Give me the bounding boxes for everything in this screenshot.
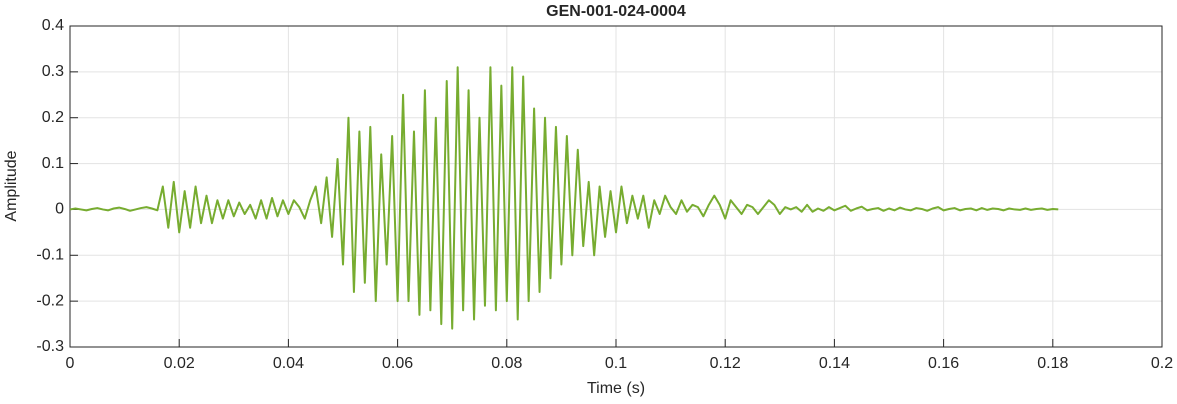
y-tick-label: -0.3	[36, 338, 64, 355]
x-axis-label: Time (s)	[587, 380, 645, 397]
y-axis-label: Amplitude	[3, 150, 20, 221]
y-tick-label: -0.1	[36, 247, 64, 264]
x-tick-label: 0.12	[710, 355, 741, 372]
y-tick-label: 0.3	[42, 63, 64, 80]
x-tick-label: 0.08	[491, 355, 522, 372]
x-tick-label: 0.1	[605, 355, 627, 372]
x-tick-label: 0.06	[382, 355, 413, 372]
x-tick-label: 0	[66, 355, 75, 372]
x-tick-label: 0.16	[928, 355, 959, 372]
y-tick-label: 0.4	[42, 17, 64, 34]
x-tick-label: 0.18	[1037, 355, 1068, 372]
y-tick-label: 0.1	[42, 155, 64, 172]
chart-title: GEN-001-024-0004	[546, 3, 686, 20]
y-tick-label: 0	[55, 201, 64, 218]
x-tick-label: 0.02	[164, 355, 195, 372]
plot-frame	[69, 25, 1163, 348]
y-tick-label: 0.2	[42, 109, 64, 126]
x-tick-label: 0.14	[819, 355, 850, 372]
y-tick-label: -0.2	[36, 292, 64, 309]
signal-line	[69, 66, 1059, 330]
x-tick-label: 0.2	[1151, 355, 1173, 372]
x-tick-label: 0.04	[273, 355, 304, 372]
